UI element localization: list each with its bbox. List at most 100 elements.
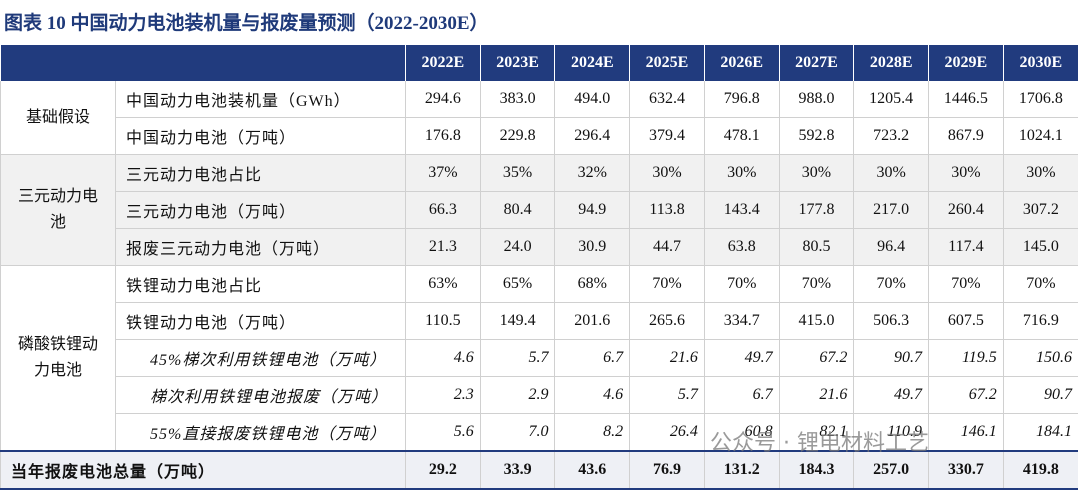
header-blank [0, 45, 406, 81]
cell: 988.0 [778, 81, 854, 118]
cell: 2.9 [479, 376, 555, 414]
row-label: 铁锂动力电池（万吨） [115, 302, 406, 340]
cell: 330.7 [928, 450, 1004, 490]
group-label: 基础假设 [0, 81, 116, 155]
cell: 65% [479, 265, 555, 303]
cell: 716.9 [1002, 302, 1078, 340]
cell: 30% [703, 154, 780, 192]
table-row: 磷酸铁锂动力电池 铁锂动力电池占比 63% 65% 68% 70% 70% 70% 70% 70%… [0, 265, 1078, 452]
cell: 494.0 [554, 81, 630, 118]
row-label: 三元动力电池占比 [115, 154, 406, 192]
cell: 24.0 [479, 228, 555, 266]
header-row: 2022E 2023E 2024E 2025E 2026E 2027E 2028E 2029E… [0, 45, 1078, 81]
cell: 30% [778, 154, 854, 192]
row-label: 55%直接报废铁锂电池（万吨） [115, 413, 406, 452]
cell: 1446.5 [928, 81, 1004, 118]
cell: 379.4 [629, 117, 705, 155]
row-label: 报废三元动力电池（万吨） [115, 228, 406, 266]
cell: 80.4 [479, 191, 555, 229]
row-label: 45%梯次利用铁锂电池（万吨） [115, 339, 406, 377]
cell: 265.6 [629, 302, 705, 340]
column-header: 2027E [778, 45, 854, 81]
cell: 260.4 [928, 191, 1004, 229]
watermark: 公众号 · 锂电材料工艺 [710, 431, 929, 456]
total-label: 当年报废电池总量（万吨） [0, 450, 406, 490]
cell: 70% [629, 265, 705, 303]
column-header: 2023E [479, 45, 555, 81]
cell: 632.4 [629, 81, 705, 118]
column-header: 2024E [554, 45, 630, 81]
cell: 5.7 [479, 339, 555, 377]
cell: 60.8 [703, 413, 780, 452]
cell: 30% [853, 154, 929, 192]
cell: 6.7 [703, 376, 780, 414]
total-row: 当年报废电池总量（万吨） 29.2 33.9 43.6 76.9 131.2 184.3 25… [0, 450, 1078, 490]
cell: 94.9 [554, 191, 630, 229]
cell: 415.0 [778, 302, 854, 340]
column-header: 2026E [703, 45, 780, 81]
table-row: 梯次利用铁锂电池报废（万吨） 2.3 2.9 4.6 5.7 6.7 21.6 49.7 67.… [1, 376, 1078, 414]
cell: 184.1 [1002, 413, 1078, 452]
cell: 30.9 [554, 228, 630, 266]
cell: 296.4 [554, 117, 630, 155]
column-header: 2025E [629, 45, 705, 81]
cell: 63% [405, 265, 481, 303]
cell: 21.6 [629, 339, 705, 377]
cell: 21.6 [778, 376, 854, 414]
table-row: 45%梯次利用铁锂电池（万吨） 4.6 5.7 6.7 21.6 49.7 67.2 90.7… [1, 339, 1078, 377]
cell: 66.3 [405, 191, 481, 229]
cell: 5.6 [405, 413, 481, 452]
cell: 506.3 [853, 302, 929, 340]
table-row: 55%直接报废铁锂电池（万吨） 5.6 7.0 8.2 26.4 60.8 82.1 110.… [1, 413, 1078, 452]
cell: 90.7 [853, 339, 929, 377]
cell: 90.7 [1002, 376, 1078, 414]
cell: 32% [554, 154, 630, 192]
cell: 80.5 [778, 228, 854, 266]
cell: 68% [554, 265, 630, 303]
cell: 217.0 [853, 191, 929, 229]
cell: 70% [853, 265, 929, 303]
cell: 1024.1 [1002, 117, 1078, 155]
cell: 867.9 [928, 117, 1004, 155]
cell: 294.6 [405, 81, 481, 118]
cell: 21.3 [405, 228, 481, 266]
cell: 67.2 [778, 339, 854, 377]
cell: 177.8 [778, 191, 854, 229]
cell: 592.8 [778, 117, 854, 155]
cell: 67.2 [928, 376, 1004, 414]
cell: 334.7 [703, 302, 780, 340]
cell: 49.7 [703, 339, 780, 377]
cell: 149.4 [479, 302, 555, 340]
cell: 6.7 [554, 339, 630, 377]
cell: 30% [629, 154, 705, 192]
table-row: 三元动力电池 三元动力电池占比 37% 35% 32% 30% 30% 30% 30% 30% 30… [0, 154, 1078, 266]
cell: 150.6 [1002, 339, 1078, 377]
cell: 4.6 [554, 376, 630, 414]
cell: 7.0 [479, 413, 555, 452]
cell: 49.7 [853, 376, 929, 414]
cell: 4.6 [405, 339, 481, 377]
cell: 145.0 [1002, 228, 1078, 266]
table-row: 铁锂动力电池（万吨） 110.5 149.4 201.6 265.6 334.7 415.0… [1, 302, 1078, 340]
cell: 8.2 [554, 413, 630, 452]
column-header: 2022E [405, 45, 481, 81]
table-row: 三元动力电池（万吨） 66.3 80.4 94.9 113.8 143.4 177.8 217… [1, 191, 1078, 229]
row-label: 梯次利用铁锂电池报废（万吨） [115, 376, 406, 414]
table-row: 报废三元动力电池（万吨） 21.3 24.0 30.9 44.7 63.8 80.5 96.4… [1, 228, 1078, 266]
cell: 82.1 [778, 413, 854, 452]
cell: 419.8 [1002, 450, 1078, 490]
cell: 201.6 [554, 302, 630, 340]
table-title: 图表 10 中国动力电池装机量与报废量预测（2022-2030E） [4, 13, 489, 34]
data-table: 2022E 2023E 2024E 2025E 2026E 2027E 2028E 2029E… [0, 45, 1078, 490]
table-row: 中国动力电池（万吨） 176.8 229.8 296.4 379.4 478.1 592.8… [1, 117, 1078, 155]
cell: 146.1 [928, 413, 1004, 452]
row-label: 铁锂动力电池占比 [115, 265, 406, 303]
table-row: 基础假设 中国动力电池装机量（GWh） 294.6 383.0 494.0 632.4 79… [0, 81, 1078, 155]
cell: 131.2 [703, 450, 780, 490]
cell: 76.9 [629, 450, 705, 490]
cell: 70% [778, 265, 854, 303]
cell: 117.4 [928, 228, 1004, 266]
cell: 383.0 [479, 81, 555, 118]
cell: 30% [1002, 154, 1078, 192]
